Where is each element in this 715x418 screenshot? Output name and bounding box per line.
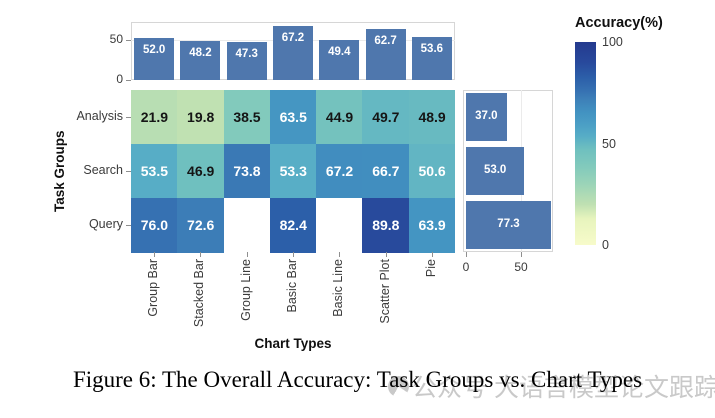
heatmap-col-tick: [431, 252, 433, 257]
heatmap-cell: 21.9: [131, 90, 178, 145]
heatmap-cell: 82.4: [269, 198, 317, 253]
heatmap-cell: 38.5: [223, 90, 271, 145]
heatmap-cell: 53.3: [269, 144, 317, 199]
right-chart-x-tick: [466, 252, 467, 257]
right-chart-x-tick-label: 50: [514, 260, 528, 274]
watermark-logo-icon: [388, 375, 409, 397]
heatmap-cell: 50.6: [408, 144, 456, 199]
colorbar-tick-label: 50: [602, 136, 616, 151]
right-bar: [466, 147, 525, 195]
top-bar: [180, 40, 221, 80]
top-chart-y-tick-label: 0: [116, 72, 123, 86]
heatmap-cell: 63.5: [269, 90, 317, 145]
heatmap-col-label: Scatter Plot: [377, 259, 392, 324]
right-bar: [466, 93, 507, 141]
top-bar: [273, 25, 313, 80]
right-bar-value-label: 77.3: [497, 218, 520, 230]
heatmap-cell: 53.5: [131, 144, 178, 199]
right-bar: [466, 201, 552, 249]
top-chart-y-tick: [126, 80, 131, 81]
heatmap-cell: 66.7: [362, 144, 410, 199]
heatmap-cell: 19.8: [177, 90, 225, 145]
x-axis-title: Chart Types: [254, 336, 332, 351]
heatmap-col-label: Basic Bar: [285, 259, 299, 313]
top-bar: [411, 36, 452, 80]
heatmap-row-tick: [126, 171, 131, 172]
heatmap-cell: 44.9: [316, 90, 363, 145]
top-bar-value-label: 52.0: [142, 43, 166, 56]
heatmap-col-label: Group Line: [238, 259, 253, 321]
top-bar: [365, 29, 406, 80]
heatmap-col-tick: [293, 252, 294, 257]
heatmap-col-label: Pie: [423, 259, 438, 278]
heatmap-cell: 48.9: [408, 90, 456, 145]
heatmap-col-tick: [154, 252, 156, 257]
top-bar-value-label: 62.7: [374, 35, 397, 48]
heatmap-cell: [316, 198, 363, 253]
top-bar-value-label: 53.6: [420, 42, 444, 55]
top-chart-y-tick-label: 50: [109, 31, 123, 46]
colorbar-tick-label: 0: [602, 238, 609, 252]
legend-title: Accuracy(%): [575, 15, 663, 31]
top-bar-value-label: 49.4: [328, 45, 351, 58]
top-bar: [226, 41, 267, 80]
heatmap-cell: 76.0: [131, 198, 178, 253]
heatmap-col-label: Group Bar: [146, 259, 161, 317]
heatmap-cell: 89.8: [362, 198, 410, 253]
y-axis-title: Task Groups: [52, 130, 67, 212]
watermark: 公众号 大语言模型论文跟踪: [388, 368, 715, 404]
top-bar: [319, 39, 360, 80]
right-chart-x-tick-label: 0: [462, 260, 470, 274]
top-bar-value-label: 67.2: [281, 31, 305, 44]
figure-caption: Figure 6: The Overall Accuracy: Task Gro…: [72, 367, 643, 392]
right-bar-value-label: 37.0: [475, 110, 498, 122]
heatmap-cell: 72.6: [177, 198, 225, 253]
top-bar-value-label: 47.3: [235, 47, 258, 60]
heatmap-cell: 73.8: [223, 144, 271, 199]
heatmap-row-label: Analysis: [76, 109, 123, 123]
heatmap-col-tick: [246, 252, 248, 257]
colorbar: [575, 42, 596, 245]
top-bar: [134, 37, 175, 80]
heatmap-cell: 67.2: [316, 144, 363, 199]
top-bar-value-label: 48.2: [189, 46, 212, 59]
heatmap-col-label: Basic Line: [331, 259, 346, 317]
top-chart-y-tick: [126, 39, 131, 41]
right-chart-x-tick: [521, 252, 522, 257]
heatmap-cell: 49.7: [362, 90, 410, 145]
heatmap-cell: 63.9: [408, 198, 456, 253]
heatmap-row-tick: [126, 225, 131, 226]
watermark-text: 公众号 大语言模型论文跟踪: [412, 374, 715, 402]
heatmap-col-tick: [200, 252, 202, 257]
heatmap-col-tick: [385, 252, 387, 257]
heatmap-row-tick: [126, 117, 131, 118]
heatmap-cell: [223, 198, 271, 253]
heatmap-col-tick: [339, 252, 341, 257]
colorbar-tick-label: 100: [602, 35, 623, 49]
heatmap-row-label: Query: [88, 217, 123, 231]
heatmap-row-label: Search: [83, 163, 123, 177]
heatmap-cell: 46.9: [177, 144, 225, 199]
heatmap-col-label: Stacked Bar: [192, 259, 207, 328]
right-bar-value-label: 53.0: [483, 164, 507, 176]
